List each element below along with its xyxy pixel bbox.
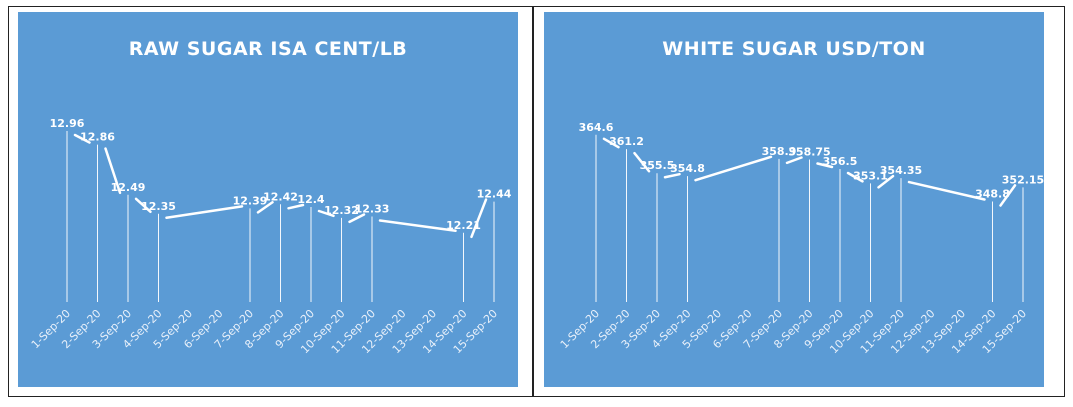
- series-line-segment: [907, 180, 986, 201]
- series-line-segment: [602, 137, 620, 149]
- data-label: 356.5: [823, 155, 858, 168]
- data-label: 354.8: [670, 162, 705, 175]
- data-label: 358.9: [762, 145, 797, 158]
- chart-title: RAW SUGAR ISA CENT/LB: [128, 38, 408, 60]
- data-label: 12.49: [111, 181, 146, 194]
- series-line-segment: [663, 172, 681, 179]
- data-label: 12.21: [446, 219, 481, 232]
- data-label: 353.1: [853, 169, 888, 182]
- data-label: 361.2: [609, 135, 644, 148]
- data-label: 12.32: [324, 204, 359, 217]
- series-line-segment: [816, 162, 834, 169]
- data-label: 12.33: [355, 203, 390, 216]
- series-line-segment: [317, 209, 335, 218]
- data-label: 12.4: [297, 193, 324, 206]
- raw-sugar-chart: RAW SUGAR ISA CENT/LB 12.96 12.86 12.49 12.…: [18, 12, 518, 387]
- chart-title: WHITE SUGAR USD/TON: [662, 38, 926, 60]
- series-line-segment: [877, 174, 895, 189]
- white-sugar-chart: WHITE SUGAR USD/TON 364.6 361.2 355.5 354.8…: [544, 12, 1044, 387]
- data-label: 355.5: [640, 159, 675, 172]
- data-label: 358.75: [788, 146, 830, 159]
- series-line-segment: [470, 198, 488, 239]
- data-label: 12.86: [80, 131, 115, 144]
- data-label: 12.42: [263, 190, 298, 203]
- data-label: 12.39: [233, 194, 268, 207]
- series-line-segment: [999, 184, 1017, 207]
- series-line-segment: [165, 205, 244, 220]
- data-label: 348.8: [975, 188, 1010, 201]
- series-line-segment: [785, 156, 803, 165]
- data-label: 12.44: [477, 188, 512, 201]
- series-line-segment: [104, 147, 122, 195]
- data-label: 12.35: [141, 200, 176, 213]
- data-label: 12.96: [50, 117, 85, 130]
- series-line-segment: [287, 203, 305, 210]
- data-label: 364.6: [579, 121, 614, 134]
- series-line-segment: [134, 197, 152, 214]
- series-line-segment: [846, 171, 864, 183]
- series-line-segment: [73, 133, 91, 144]
- data-label: 354.35: [880, 164, 922, 177]
- series-line-segment: [256, 201, 274, 214]
- series-line-segment: [633, 151, 651, 173]
- series-line-segment: [378, 219, 457, 233]
- series-line-segment: [694, 155, 773, 182]
- data-label: 352.15: [1002, 173, 1044, 186]
- series-line-segment: [348, 213, 366, 224]
